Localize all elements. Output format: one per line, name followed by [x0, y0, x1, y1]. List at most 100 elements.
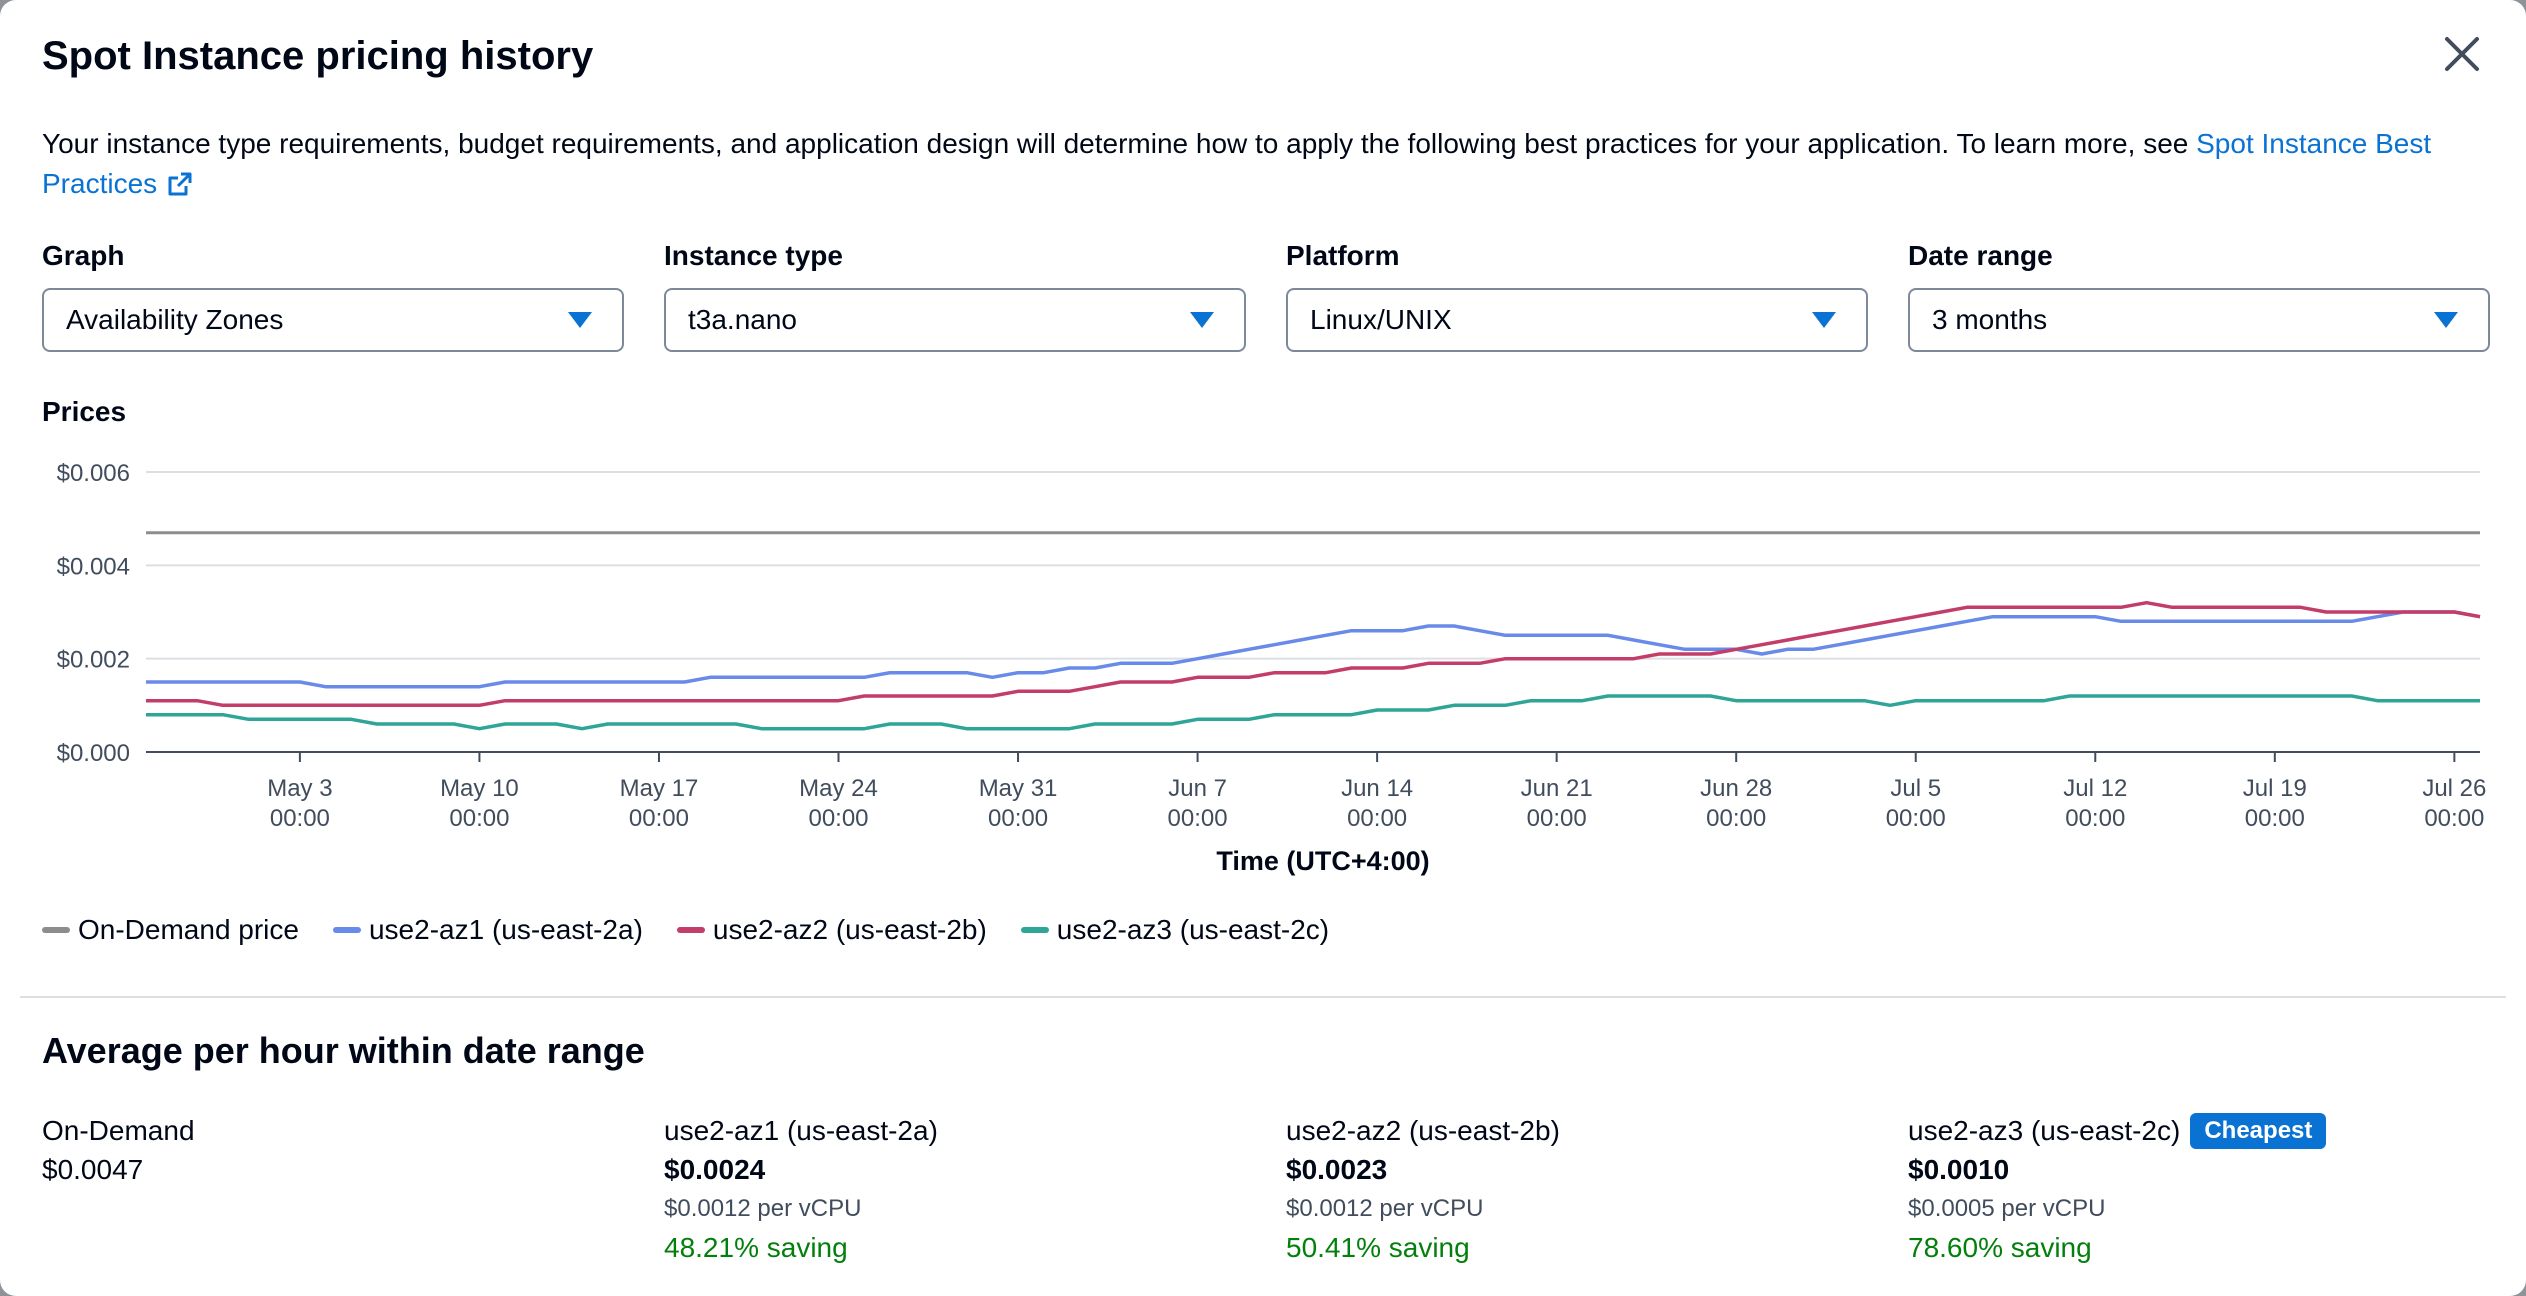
intro-paragraph: Your instance type requirements, budget … — [42, 124, 2482, 204]
x-tick-time: 00:00 — [1706, 805, 1766, 832]
instance-type-label: Instance type — [664, 240, 843, 271]
caret-down-icon — [568, 312, 592, 328]
best-practices-link-text: Spot Instance Best Practices — [42, 128, 2432, 199]
best-practices-link[interactable]: Spot Instance Best Practices — [42, 128, 2431, 199]
y-tick-label: $0.006 — [57, 460, 130, 487]
legend-swatch — [332, 927, 361, 933]
x-tick-time: 00:00 — [1347, 805, 1407, 832]
zone-price: $0.0010 — [1908, 1154, 2010, 1185]
price-chart[interactable]: $0.000 $0.002 $0.004 $0.006 May 3 00:00 May 10… — [0, 440, 2526, 880]
x-tick-time: 00:00 — [988, 805, 1048, 832]
x-tick-label: Jul 12 — [2063, 775, 2127, 802]
legend-item[interactable]: use2-az3 (us-east-2c) — [1020, 914, 1330, 946]
close-icon — [2445, 37, 2479, 71]
prices-label: Prices — [42, 396, 127, 427]
zone-name: use2-az3 (us-east-2c) — [1908, 1115, 2181, 1146]
zone-vcpu-price: $0.0012 per vCPU — [1286, 1195, 1484, 1222]
platform-label: Platform — [1286, 240, 1400, 271]
date-range-select-value: 3 months — [1932, 304, 2048, 335]
platform-filter: Platform Linux/UNIX — [1286, 240, 1868, 352]
y-tick-label: $0.004 — [57, 553, 130, 580]
intro-text: Your instance type requirements, budget … — [42, 128, 2197, 159]
caret-down-icon — [1190, 312, 1214, 328]
modal-title: Spot Instance pricing history — [42, 34, 594, 78]
zone-vcpu-price: $0.0012 per vCPU — [664, 1195, 862, 1222]
platform-select-value: Linux/UNIX — [1310, 304, 1452, 335]
x-tick-label: Jul 5 — [1890, 775, 1941, 802]
x-tick-time: 00:00 — [808, 805, 868, 832]
x-tick-time: 00:00 — [1168, 805, 1228, 832]
close-button[interactable] — [2438, 30, 2486, 78]
series-line-2 — [146, 600, 2481, 708]
legend-item[interactable]: use2-az1 (us-east-2a) — [332, 914, 643, 946]
x-axis-label: Time (UTC+4:00) — [1216, 846, 1429, 876]
x-tick-label: May 3 — [267, 775, 332, 802]
x-tick-time: 00:00 — [270, 805, 330, 832]
zone-saving: 48.21% saving — [664, 1232, 848, 1263]
average-use2-az3: use2-az3 (us-east-2c) Cheapest $0.0010 $… — [1908, 1112, 2488, 1268]
zone-name: use2-az1 (us-east-2a) — [664, 1115, 938, 1146]
zone-saving: 78.60% saving — [1908, 1232, 2092, 1263]
section-divider — [20, 996, 2506, 998]
graph-select[interactable]: Availability Zones — [42, 288, 624, 352]
date-range-select[interactable]: 3 months — [1908, 288, 2490, 352]
x-tick-time: 00:00 — [629, 805, 689, 832]
legend-label: On-Demand price — [78, 914, 299, 945]
x-tick-time: 00:00 — [2065, 805, 2125, 832]
x-tick-label: May 31 — [979, 775, 1058, 802]
x-tick-label: May 10 — [440, 775, 519, 802]
date-range-filter: Date range 3 months — [1908, 240, 2490, 352]
average-use2-az2: use2-az2 (us-east-2b) $0.0023 $0.0012 pe… — [1286, 1112, 1866, 1268]
zone-saving: 50.41% saving — [1286, 1232, 1470, 1263]
caret-down-icon — [2434, 312, 2458, 328]
date-range-label: Date range — [1908, 240, 2053, 271]
x-tick-time: 00:00 — [1527, 805, 1587, 832]
caret-down-icon — [1812, 312, 1836, 328]
legend-swatch — [676, 927, 705, 933]
legend-label: use2-az2 (us-east-2b) — [712, 914, 987, 945]
graph-select-value: Availability Zones — [66, 304, 284, 335]
zone-name: use2-az2 (us-east-2b) — [1286, 1115, 1560, 1146]
zone-vcpu-price: $0.0005 per vCPU — [1908, 1195, 2106, 1222]
external-link-icon — [168, 172, 192, 196]
x-tick-label: May 24 — [799, 775, 878, 802]
series-line-3 — [146, 694, 2480, 731]
x-tick-time: 00:00 — [2245, 805, 2305, 832]
x-tick-label: Jun 14 — [1341, 775, 1413, 802]
x-tick-label: Jul 19 — [2243, 775, 2307, 802]
x-tick-label: Jun 7 — [1168, 775, 1227, 802]
instance-type-select-value: t3a.nano — [688, 304, 797, 335]
zone-price: $0.0047 — [42, 1154, 144, 1185]
instance-type-select[interactable]: t3a.nano — [664, 288, 1246, 352]
x-tick-time: 00:00 — [449, 805, 509, 832]
legend-swatch — [1020, 927, 1049, 933]
x-tick-label: May 17 — [620, 775, 699, 802]
legend-item[interactable]: On-Demand price — [42, 914, 299, 946]
averages-title: Average per hour within date range — [42, 1030, 645, 1071]
y-tick-label: $0.002 — [57, 647, 130, 674]
cheapest-badge: Cheapest — [2190, 1113, 2327, 1149]
x-tick-label: Jun 21 — [1521, 775, 1593, 802]
platform-select[interactable]: Linux/UNIX — [1286, 288, 1868, 352]
legend-item[interactable]: use2-az2 (us-east-2b) — [676, 914, 987, 946]
graph-label: Graph — [42, 240, 125, 271]
zone-name-row: use2-az3 (us-east-2c) Cheapest — [1908, 1112, 2488, 1150]
legend-swatch — [42, 927, 70, 933]
average-on-demand: On-Demand $0.0047 — [42, 1112, 622, 1190]
instance-type-filter: Instance type t3a.nano — [664, 240, 1246, 352]
zone-price: $0.0023 — [1286, 1154, 1388, 1185]
legend-label: use2-az1 (us-east-2a) — [368, 914, 643, 945]
graph-filter: Graph Availability Zones — [42, 240, 624, 352]
y-tick-label: $0.000 — [57, 740, 130, 767]
x-tick-label: Jul 26 — [2422, 775, 2486, 802]
legend-label: use2-az3 (us-east-2c) — [1056, 914, 1330, 945]
zone-price: $0.0024 — [664, 1154, 766, 1185]
x-tick-time: 00:00 — [2424, 805, 2484, 832]
series-line-1 — [146, 610, 2481, 689]
average-use2-az1: use2-az1 (us-east-2a) $0.0024 $0.0012 pe… — [664, 1112, 1244, 1268]
zone-name: On-Demand — [42, 1115, 195, 1146]
chart-legend: On-Demand price use2-az1 (us-east-2a) use2… — [42, 914, 1363, 946]
x-tick-label: Jun 28 — [1700, 775, 1772, 802]
x-tick-time: 00:00 — [1886, 805, 1946, 832]
